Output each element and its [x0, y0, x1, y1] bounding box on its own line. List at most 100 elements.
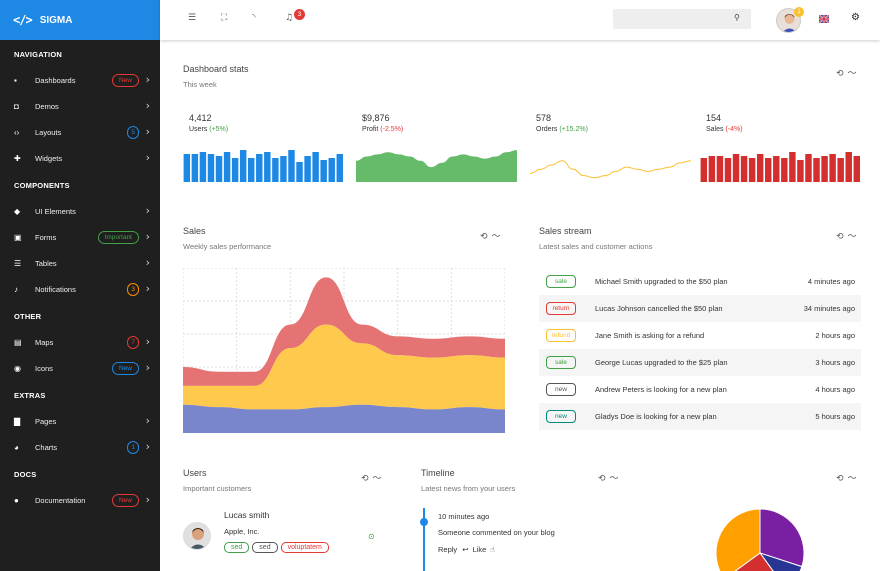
fullscreen-icon[interactable]: ⛶ [221, 13, 228, 23]
sidebar-item-dashboards[interactable]: ▪ Dashboards New › [0, 67, 160, 93]
sidebar-item-pages[interactable]: ▇ Pages › [0, 408, 160, 434]
sidebar-item-layouts[interactable]: ‹› Layouts 5 › [0, 119, 160, 145]
thumbs-up-icon[interactable]: ☝ [490, 545, 495, 554]
stat-bar [845, 152, 852, 182]
chevron-right-icon: › [145, 361, 150, 374]
pie-slice [734, 552, 774, 571]
reply-link[interactable]: Reply [438, 545, 458, 554]
stat-bar [700, 158, 708, 182]
code-logo-icon: </> [13, 13, 33, 27]
search-input[interactable] [613, 9, 751, 29]
sales-subtitle: Weekly sales performance [183, 242, 272, 251]
refresh-icon[interactable]: ⟲ [361, 474, 373, 484]
timeline-tools: ⟲〜 [598, 471, 623, 484]
stats-tools: ⟲〜 [836, 66, 861, 79]
stat-bar [829, 154, 836, 182]
rss-icon[interactable]: ◝ [252, 13, 256, 23]
user-tag[interactable]: voluptatem [280, 542, 329, 553]
stat-value: 154 [706, 113, 722, 123]
trend-icon[interactable]: 〜 [491, 232, 505, 242]
file-icon: ▇ [14, 416, 21, 426]
bell-icon: ♪ [14, 284, 18, 294]
search-icon[interactable]: ⚲ [734, 13, 740, 22]
user-tag[interactable]: sed [224, 542, 250, 553]
sidebar-item-demos[interactable]: ◘ Demos › [0, 93, 160, 119]
reply-icon[interactable]: ↩ [462, 545, 469, 554]
stream-text: Jane Smith is asking for a refund [595, 331, 705, 340]
trend-icon[interactable]: 〜 [372, 474, 386, 484]
stat-label: Profit (-2.5%) [362, 126, 403, 133]
user-tag[interactable]: sed [252, 542, 278, 553]
sidebar-item-icons[interactable]: ◉ Icons New › [0, 355, 160, 381]
sidebar-item-label: Charts [35, 442, 58, 452]
sidebar-badge: New [111, 73, 139, 87]
sidebar-item-maps[interactable]: ▤ Maps 7 › [0, 329, 160, 355]
sidebar-badge: New [111, 361, 139, 375]
dashboard-icon: ▪ [14, 75, 17, 85]
user-avatar[interactable] [183, 522, 211, 550]
stat-sparkline [356, 150, 517, 182]
stat-bar [312, 152, 319, 182]
stat-bar [280, 156, 287, 182]
trend-icon[interactable]: 〜 [847, 232, 861, 242]
stat-bar [215, 156, 223, 182]
notification-count-badge: 3 [294, 9, 305, 20]
stat-bar [183, 154, 191, 182]
stream-row[interactable]: sale George Lucas upgraded to the $25 pla… [539, 349, 861, 376]
stat-bar [732, 154, 740, 182]
menu-icon[interactable]: ☰ [188, 13, 197, 23]
refresh-icon[interactable]: ⟲ [480, 232, 492, 242]
stream-row[interactable]: sale Michael Smith upgraded to the $50 pl… [539, 268, 861, 295]
stream-time: 2 hours ago [815, 331, 855, 340]
stream-row[interactable]: refund Jane Smith is asking for a refund 2… [539, 322, 861, 349]
stream-row[interactable]: new Andrew Peters is looking for a new pl… [539, 376, 861, 403]
stat-bar [248, 158, 255, 182]
stream-row[interactable]: return Lucas Johnson cancelled the $50 pl… [539, 295, 861, 322]
stat-bar [716, 156, 724, 182]
sidebar-item-ui-elements[interactable]: ◆ UI Elements › [0, 198, 160, 224]
sidebar-item-documentation[interactable]: ● Documentation New › [0, 487, 160, 513]
uk-flag-icon[interactable] [819, 15, 829, 23]
stat-bar [256, 154, 263, 182]
sidebar-item-forms[interactable]: ▣ Forms Important › [0, 224, 160, 250]
stat-change: (+5%) [209, 126, 229, 133]
stat-area [356, 150, 517, 182]
refresh-icon[interactable]: ⟲ [598, 474, 610, 484]
bell-icon[interactable]: ♫ [285, 13, 294, 23]
sidebar-section-title: OTHER [14, 312, 42, 321]
stream-time: 3 hours ago [815, 358, 855, 367]
stat-bar [207, 154, 215, 182]
refresh-icon[interactable]: ⟲ [836, 474, 848, 484]
sales-area-chart [183, 268, 505, 433]
stat-bar [821, 156, 828, 182]
stream-row[interactable]: new Gladys Doe is looking for a new plan 5… [539, 403, 861, 430]
sidebar-item-widgets[interactable]: ✚ Widgets › [0, 145, 160, 171]
timeline-time: 10 minutes ago [438, 512, 490, 521]
stat-sparkline [183, 150, 343, 182]
sidebar-badge: 3 [127, 282, 139, 296]
trend-icon[interactable]: 〜 [847, 69, 861, 79]
stat-change: (+15.2%) [559, 126, 588, 133]
sidebar-item-notifications[interactable]: ♪ Notifications 3 › [0, 276, 160, 302]
like-link[interactable]: Like [472, 545, 487, 554]
refresh-icon[interactable]: ⟲ [836, 232, 848, 242]
stat-value: 4,412 [189, 113, 212, 123]
sidebar-item-label: Widgets [35, 153, 63, 163]
stream-title: Sales stream [539, 226, 592, 236]
stream-text: Andrew Peters is looking for a new plan [595, 385, 727, 394]
sidebar-badge: New [111, 493, 139, 507]
sidebar-item-charts[interactable]: ◕ Charts 1 › [0, 434, 160, 460]
trend-icon[interactable]: 〜 [609, 474, 623, 484]
gear-icon[interactable]: ⚙ [851, 12, 860, 23]
tag-icon: ◆ [14, 206, 21, 216]
chevron-right-icon: › [145, 151, 150, 164]
brand[interactable]: </> SIGMA [0, 0, 160, 40]
stream-tag: new [546, 383, 576, 396]
refresh-icon[interactable]: ⟲ [836, 69, 848, 79]
sidebar-item-label: Demos [35, 101, 59, 111]
trend-icon[interactable]: 〜 [847, 474, 861, 484]
stat-label: Orders (+15.2%) [536, 126, 588, 133]
stat-bar [223, 152, 231, 182]
stream-text: Gladys Doe is looking for a new plan [595, 412, 717, 421]
sidebar-item-tables[interactable]: ☰ Tables › [0, 250, 160, 276]
